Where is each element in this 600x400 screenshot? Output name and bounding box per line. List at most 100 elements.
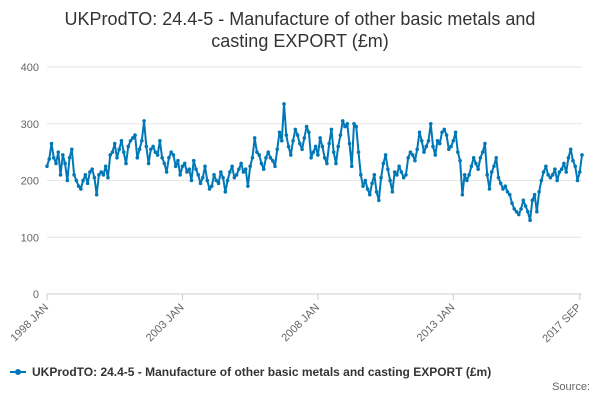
data-point[interactable] [187, 167, 192, 171]
data-point[interactable] [487, 187, 492, 191]
data-point[interactable] [340, 119, 345, 123]
data-point[interactable] [503, 184, 508, 188]
data-point[interactable] [214, 178, 219, 183]
data-point[interactable] [422, 150, 426, 154]
data-point[interactable] [519, 207, 523, 211]
data-point[interactable] [564, 170, 568, 174]
data-point[interactable] [135, 156, 140, 160]
data-point[interactable] [322, 156, 327, 160]
data-point[interactable] [535, 209, 539, 214]
data-point[interactable] [137, 147, 142, 152]
data-point[interactable] [176, 158, 180, 163]
data-point[interactable] [307, 130, 311, 135]
data-point[interactable] [49, 141, 54, 146]
data-point[interactable] [483, 141, 487, 146]
data-point[interactable] [92, 175, 97, 180]
data-point[interactable] [106, 175, 110, 180]
data-point[interactable] [553, 167, 557, 171]
data-point[interactable] [580, 153, 584, 157]
data-point[interactable] [284, 133, 289, 137]
data-point[interactable] [334, 161, 338, 166]
data-point[interactable] [261, 167, 266, 171]
data-point[interactable] [444, 133, 449, 137]
data-point[interactable] [480, 150, 485, 154]
data-point[interactable] [510, 201, 514, 205]
data-point[interactable] [363, 178, 368, 183]
data-point[interactable] [155, 153, 160, 157]
data-point[interactable] [88, 170, 92, 174]
data-point[interactable] [180, 164, 185, 169]
data-point[interactable] [325, 161, 329, 166]
data-point[interactable] [239, 161, 243, 166]
data-point[interactable] [230, 164, 234, 169]
data-point[interactable] [435, 138, 440, 143]
data-point[interactable] [185, 170, 189, 174]
data-point[interactable] [128, 138, 133, 143]
data-point[interactable] [368, 192, 372, 197]
data-point[interactable] [349, 164, 354, 169]
data-point[interactable] [117, 147, 122, 152]
data-point[interactable] [406, 156, 410, 160]
data-point[interactable] [74, 178, 79, 183]
data-point[interactable] [566, 156, 571, 160]
data-point[interactable] [313, 144, 318, 149]
data-point[interactable] [90, 167, 94, 171]
data-point[interactable] [442, 127, 447, 132]
data-point[interactable] [158, 138, 162, 143]
data-point[interactable] [424, 144, 429, 149]
data-point[interactable] [507, 192, 512, 197]
data-point[interactable] [528, 218, 532, 223]
data-point[interactable] [358, 173, 363, 177]
data-point[interactable] [85, 181, 90, 186]
data-point[interactable] [61, 153, 65, 157]
data-point[interactable] [94, 192, 99, 197]
data-point[interactable] [237, 167, 241, 171]
data-point[interactable] [550, 173, 555, 177]
data-point[interactable] [404, 173, 408, 177]
data-point[interactable] [356, 150, 361, 154]
data-point[interactable] [243, 167, 248, 171]
data-point[interactable] [388, 178, 392, 183]
data-point[interactable] [494, 156, 499, 160]
data-point[interactable] [514, 209, 519, 214]
data-point[interactable] [417, 130, 422, 135]
data-point[interactable] [194, 167, 198, 171]
data-point[interactable] [401, 175, 406, 180]
data-point[interactable] [431, 144, 435, 149]
data-point[interactable] [169, 150, 173, 154]
data-point[interactable] [546, 173, 550, 177]
data-point[interactable] [146, 161, 151, 166]
data-point[interactable] [223, 190, 228, 194]
data-point[interactable] [121, 150, 126, 154]
data-point[interactable] [327, 141, 331, 146]
data-point[interactable] [413, 158, 417, 163]
data-point[interactable] [485, 173, 489, 177]
data-point[interactable] [151, 144, 155, 149]
data-point[interactable] [526, 209, 530, 214]
data-point[interactable] [478, 156, 483, 160]
data-point[interactable] [489, 170, 494, 174]
data-point[interactable] [377, 198, 381, 203]
data-point[interactable] [289, 153, 293, 157]
data-point[interactable] [270, 158, 275, 163]
data-point[interactable] [467, 173, 471, 177]
data-point[interactable] [212, 173, 216, 177]
data-point[interactable] [207, 187, 212, 191]
data-point[interactable] [58, 173, 63, 177]
data-point[interactable] [352, 121, 356, 126]
data-point[interactable] [320, 144, 325, 149]
data-point[interactable] [496, 175, 501, 180]
data-point[interactable] [112, 141, 117, 146]
data-point[interactable] [568, 147, 573, 152]
data-point[interactable] [99, 170, 103, 174]
data-point[interactable] [460, 192, 465, 197]
data-point[interactable] [232, 175, 237, 180]
data-point[interactable] [548, 175, 553, 180]
data-point[interactable] [300, 147, 304, 152]
data-point[interactable] [390, 190, 395, 194]
data-point[interactable] [516, 212, 521, 217]
data-point[interactable] [555, 178, 559, 183]
data-point[interactable] [410, 153, 415, 157]
data-point[interactable] [512, 207, 517, 211]
data-point[interactable] [474, 161, 478, 166]
